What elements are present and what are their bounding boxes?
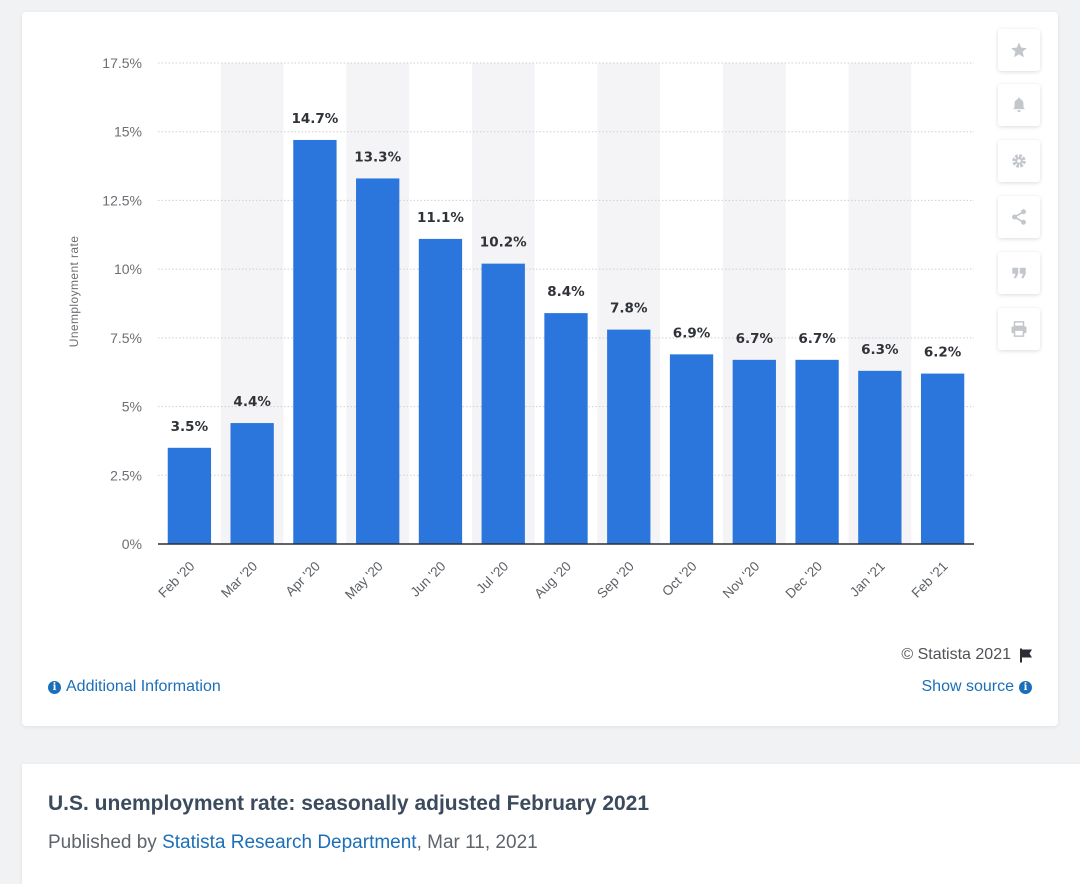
bar <box>669 354 714 544</box>
y-axis-title: Unemployment rate <box>67 236 81 348</box>
y-tick-label: 12.5% <box>102 192 142 208</box>
x-tick-label: Mar '20 <box>218 559 260 601</box>
data-label: 6.9% <box>673 325 711 341</box>
share-icon <box>1012 209 1026 225</box>
bar <box>795 359 839 544</box>
x-tick-label: Sep '20 <box>594 559 637 602</box>
y-tick-label: 15% <box>114 124 142 140</box>
bar <box>418 238 463 544</box>
share-button[interactable] <box>998 196 1040 238</box>
data-label: 7.8% <box>610 301 648 317</box>
y-tick-label: 0% <box>122 536 142 552</box>
cite-button[interactable] <box>998 252 1040 294</box>
bar <box>356 178 400 544</box>
show-source-label: Show source <box>921 678 1015 695</box>
bar <box>920 373 965 544</box>
copyright-notice: © Statista 2021 <box>901 646 1034 664</box>
bar <box>544 313 588 544</box>
bar <box>230 423 274 544</box>
gear-icon <box>1012 154 1026 168</box>
flag-icon[interactable] <box>1018 647 1034 663</box>
y-tick-label: 10% <box>114 261 142 277</box>
y-tick-label: 5% <box>122 399 142 415</box>
data-label: 6.7% <box>736 331 774 347</box>
bar <box>607 329 651 544</box>
chart-card: 0% 2.5% 5% 7.5% 10% 12.5% 15% 17.5% Unemployment… <box>22 12 1058 726</box>
y-tick-label: 2.5% <box>110 467 142 483</box>
x-tick-label: Oct '20 <box>659 559 700 600</box>
x-tick-label: Nov '20 <box>720 559 763 602</box>
publication-byline: Published by Statista Research Departmen… <box>48 832 538 854</box>
bar-chart: 0% 2.5% 5% 7.5% 10% 12.5% 15% 17.5% Unemployment… <box>67 55 974 603</box>
copyright-text: © Statista 2021 <box>901 646 1011 663</box>
x-tick-label: Dec '20 <box>783 559 826 602</box>
additional-information-link[interactable]: i Additional Information <box>48 678 221 696</box>
bar <box>167 447 212 544</box>
show-source-link[interactable]: Show source i <box>921 678 1032 696</box>
print-button[interactable] <box>998 308 1040 350</box>
bar <box>481 263 525 544</box>
data-label: 10.2% <box>480 235 527 251</box>
quote-icon <box>1012 267 1026 279</box>
y-tick-label: 7.5% <box>110 330 142 346</box>
print-icon <box>1011 321 1027 337</box>
settings-button[interactable] <box>998 140 1040 182</box>
x-tick-label: Feb '20 <box>155 559 197 601</box>
y-tick-label: 17.5% <box>102 55 142 71</box>
additional-information-label: Additional Information <box>66 678 221 695</box>
data-label: 8.4% <box>547 284 585 300</box>
data-label: 6.7% <box>798 331 836 347</box>
bar <box>293 139 337 544</box>
bell-icon <box>1013 97 1025 113</box>
x-tick-label: Jul '20 <box>473 559 511 597</box>
publish-date: , Mar 11, 2021 <box>416 832 538 853</box>
x-tick-label: Apr '20 <box>282 559 323 600</box>
published-by-label: Published by <box>48 832 163 853</box>
data-label: 6.2% <box>924 345 962 361</box>
x-tick-label: Jan '21 <box>847 559 888 600</box>
info-icon: i <box>1019 680 1032 694</box>
notification-button[interactable] <box>998 84 1040 126</box>
x-tick-label: Jun '20 <box>407 559 448 600</box>
author-link[interactable]: Statista Research Department <box>162 832 417 853</box>
page-title: U.S. unemployment rate: seasonally adjus… <box>48 792 650 815</box>
bar <box>858 370 902 544</box>
statistic-info-card: U.S. unemployment rate: seasonally adjus… <box>22 764 1080 884</box>
favorite-button[interactable] <box>998 29 1040 71</box>
x-tick-label: Aug '20 <box>531 559 574 602</box>
x-tick-label: May '20 <box>342 559 386 603</box>
data-label: 11.1% <box>417 210 464 226</box>
x-tick-label: Feb '21 <box>909 559 951 601</box>
data-label: 13.3% <box>354 149 401 165</box>
data-label: 14.7% <box>292 111 339 127</box>
info-icon: i <box>48 680 61 694</box>
data-label: 4.4% <box>233 394 271 410</box>
data-label: 6.3% <box>861 342 899 358</box>
bar <box>732 359 776 544</box>
star-icon <box>1011 42 1027 58</box>
data-label: 3.5% <box>171 419 209 435</box>
